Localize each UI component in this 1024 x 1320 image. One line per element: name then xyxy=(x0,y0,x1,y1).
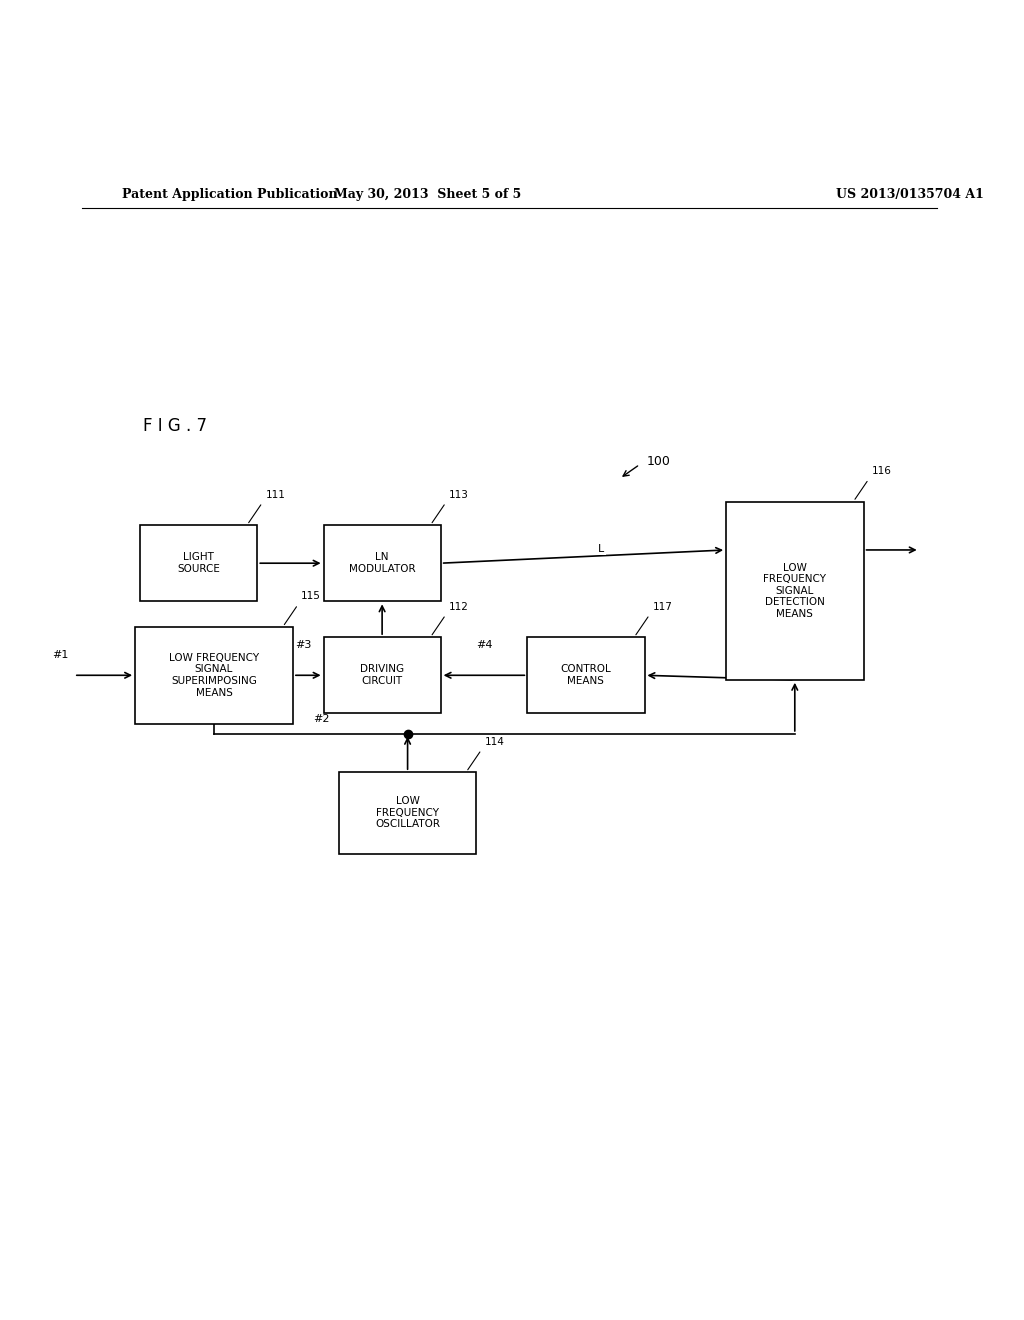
Text: #3: #3 xyxy=(295,640,311,649)
Text: 100: 100 xyxy=(647,455,671,467)
Text: 112: 112 xyxy=(449,602,469,611)
Text: #2: #2 xyxy=(312,714,330,723)
Text: LOW
FREQUENCY
SIGNAL
DETECTION
MEANS: LOW FREQUENCY SIGNAL DETECTION MEANS xyxy=(763,562,826,619)
FancyBboxPatch shape xyxy=(339,772,476,854)
Text: CONTROL
MEANS: CONTROL MEANS xyxy=(560,664,611,686)
Text: 113: 113 xyxy=(449,490,469,499)
Text: L: L xyxy=(598,544,604,554)
Text: F I G . 7: F I G . 7 xyxy=(142,417,207,434)
Text: #4: #4 xyxy=(476,640,493,649)
Text: LOW
FREQUENCY
OSCILLATOR: LOW FREQUENCY OSCILLATOR xyxy=(375,796,440,829)
Text: US 2013/0135704 A1: US 2013/0135704 A1 xyxy=(836,187,983,201)
Text: 114: 114 xyxy=(484,737,505,747)
Text: 111: 111 xyxy=(265,490,286,499)
Text: May 30, 2013  Sheet 5 of 5: May 30, 2013 Sheet 5 of 5 xyxy=(335,187,521,201)
Text: Patent Application Publication: Patent Application Publication xyxy=(122,187,338,201)
FancyBboxPatch shape xyxy=(135,627,293,723)
FancyBboxPatch shape xyxy=(726,502,863,680)
Text: 116: 116 xyxy=(871,466,892,477)
Text: LIGHT
SOURCE: LIGHT SOURCE xyxy=(177,552,220,574)
Text: 117: 117 xyxy=(652,602,673,611)
Text: DRIVING
CIRCUIT: DRIVING CIRCUIT xyxy=(360,664,404,686)
Text: LN
MODULATOR: LN MODULATOR xyxy=(349,552,416,574)
FancyBboxPatch shape xyxy=(140,525,257,602)
Text: LOW FREQUENCY
SIGNAL
SUPERIMPOSING
MEANS: LOW FREQUENCY SIGNAL SUPERIMPOSING MEANS xyxy=(169,653,259,698)
FancyBboxPatch shape xyxy=(324,638,440,714)
FancyBboxPatch shape xyxy=(527,638,644,714)
Text: #1: #1 xyxy=(52,649,69,660)
FancyBboxPatch shape xyxy=(324,525,440,602)
Text: 115: 115 xyxy=(301,591,321,602)
